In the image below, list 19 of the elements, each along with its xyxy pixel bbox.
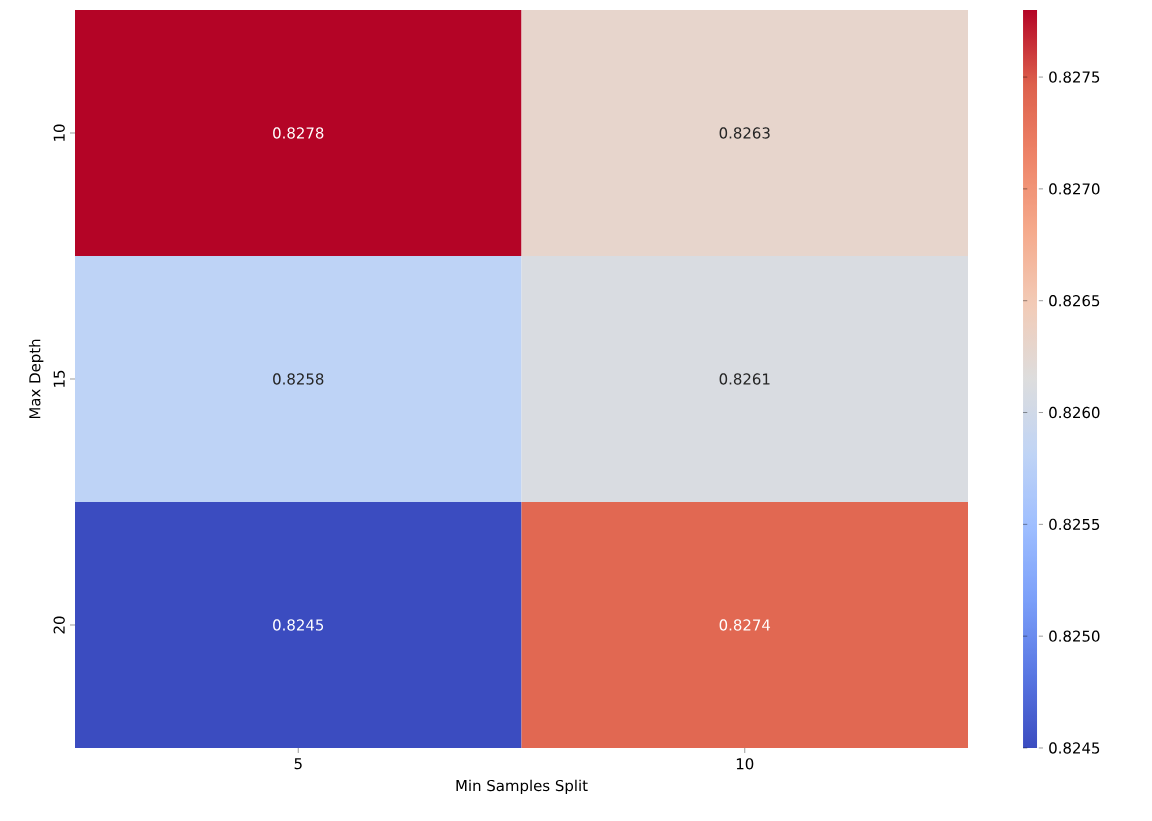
x-tick-label: 5	[294, 758, 302, 770]
data-label: 0.8245	[273, 619, 324, 631]
color-bar-label: 0.8250	[1049, 630, 1100, 642]
x-axis-title: Min Samples Split	[456, 779, 588, 795]
color-bar-label: 0.8275	[1049, 71, 1100, 83]
data-label: 0.8258	[273, 373, 324, 385]
color-bar-label: 0.8255	[1049, 518, 1100, 530]
y-tick-label: 10	[53, 124, 65, 141]
color-bar-label: 0.8245	[1049, 742, 1100, 754]
data-label: 0.8274	[719, 619, 771, 631]
data-label: 0.8263	[719, 127, 770, 139]
color-bar-label: 0.8270	[1049, 183, 1100, 195]
y-tick-label: 20	[53, 616, 65, 634]
color-bar-label: 0.8260	[1049, 406, 1100, 419]
data-label: 0.8261	[719, 373, 770, 385]
color-bar-label: 0.8265	[1049, 295, 1100, 307]
y-tick-label: 15	[53, 370, 65, 387]
y-axis-title: Max Depth	[28, 339, 44, 419]
data-label: 0.8278	[273, 127, 324, 139]
